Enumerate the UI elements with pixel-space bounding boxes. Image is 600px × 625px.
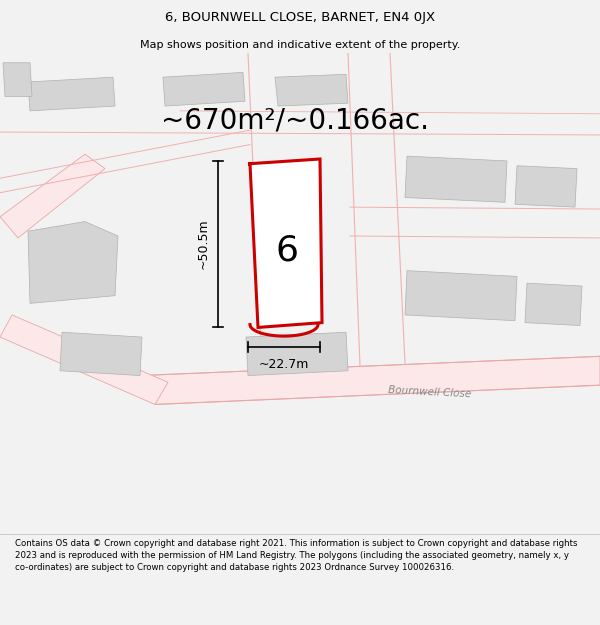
Polygon shape bbox=[0, 315, 168, 404]
Polygon shape bbox=[140, 356, 600, 404]
Polygon shape bbox=[28, 221, 118, 303]
Text: Bournwell Close: Bournwell Close bbox=[388, 385, 472, 399]
Text: 6, BOURNWELL CLOSE, BARNET, EN4 0JX: 6, BOURNWELL CLOSE, BARNET, EN4 0JX bbox=[165, 11, 435, 24]
Text: Map shows position and indicative extent of the property.: Map shows position and indicative extent… bbox=[140, 40, 460, 50]
Text: ~670m²/~0.166ac.: ~670m²/~0.166ac. bbox=[161, 106, 429, 134]
Text: ~22.7m: ~22.7m bbox=[259, 358, 309, 371]
Polygon shape bbox=[60, 332, 142, 376]
Polygon shape bbox=[3, 62, 32, 96]
Polygon shape bbox=[0, 154, 105, 238]
Polygon shape bbox=[248, 159, 322, 328]
Polygon shape bbox=[525, 283, 582, 326]
Polygon shape bbox=[405, 271, 517, 321]
Polygon shape bbox=[163, 72, 245, 106]
Polygon shape bbox=[28, 77, 115, 111]
Text: ~50.5m: ~50.5m bbox=[197, 219, 210, 269]
Polygon shape bbox=[275, 74, 348, 106]
Polygon shape bbox=[405, 156, 507, 202]
Text: Contains OS data © Crown copyright and database right 2021. This information is : Contains OS data © Crown copyright and d… bbox=[15, 539, 577, 572]
Text: 6: 6 bbox=[275, 233, 299, 268]
Polygon shape bbox=[515, 166, 577, 207]
Polygon shape bbox=[246, 332, 348, 376]
